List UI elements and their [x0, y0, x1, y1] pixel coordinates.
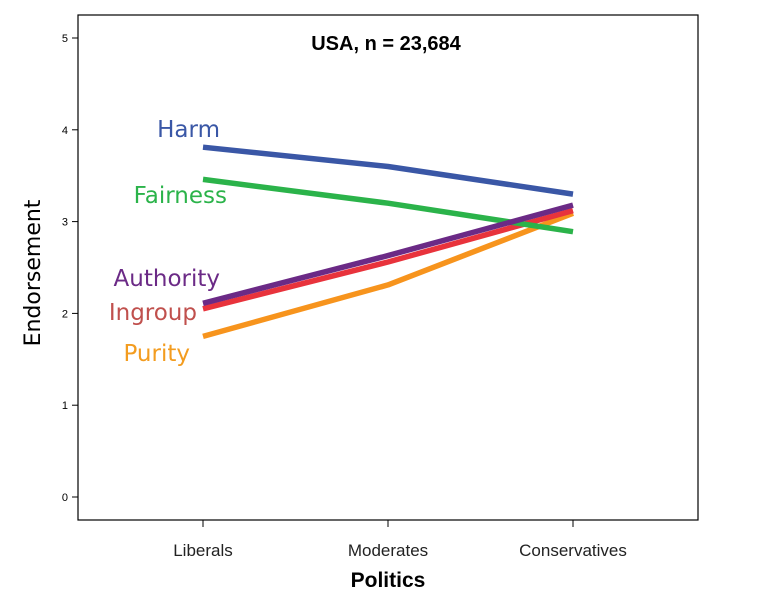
y-tick-label: 2 [62, 308, 68, 320]
series-line-harm [202, 144, 574, 197]
series-line-authority [202, 202, 574, 306]
y-tick-label: 0 [62, 492, 68, 504]
x-tick-label: Liberals [173, 541, 233, 560]
y-tick-label: 1 [62, 400, 68, 412]
series-label-harm: Harm [157, 117, 220, 143]
y-tick-label: 4 [62, 125, 68, 137]
series-label-purity: Purity [123, 341, 190, 367]
series-label-ingroup: Ingroup [109, 300, 197, 326]
series-line-purity [202, 210, 574, 340]
x-axis: Liberals Moderates Conservatives [173, 520, 627, 560]
x-tick-label: Conservatives [519, 541, 627, 560]
series-line-ingroup [202, 207, 574, 312]
x-axis-title: Politics [351, 569, 426, 592]
y-axis: 0 1 2 3 4 5 [62, 33, 78, 504]
series-label-authority: Authority [114, 266, 220, 292]
series-label-fairness: Fairness [134, 183, 227, 209]
y-axis-title: Endorsement [21, 199, 46, 346]
y-tick-label: 3 [62, 217, 68, 229]
series-labels: Harm Fairness Authority Ingroup Purity [109, 117, 227, 367]
chart-title: USA, n = 23,684 [311, 33, 461, 55]
x-tick-label: Moderates [348, 541, 428, 560]
series-lines [202, 144, 574, 340]
y-tick-label: 5 [62, 33, 68, 45]
